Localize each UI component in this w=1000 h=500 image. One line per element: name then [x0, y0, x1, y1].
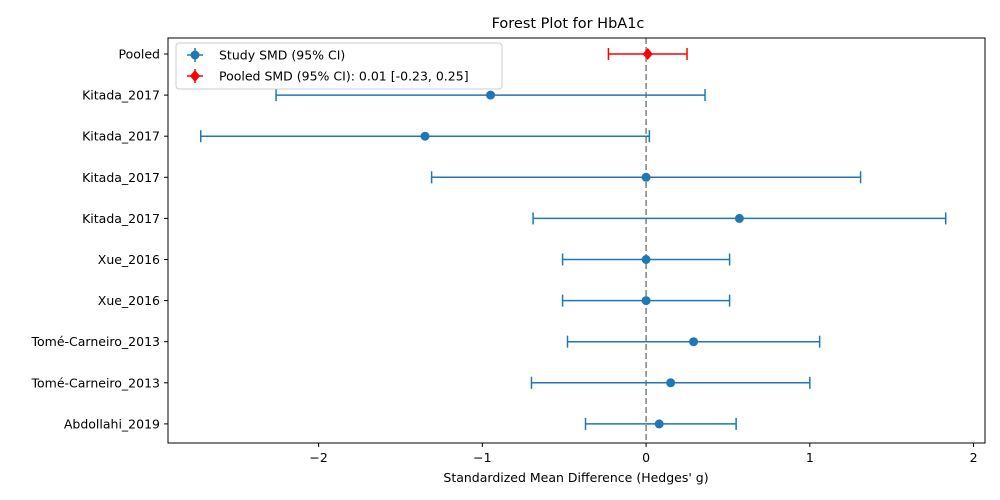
study-estimate-point	[654, 419, 664, 429]
x-tick-label: −1	[473, 450, 491, 465]
y-tick-label: Pooled	[119, 47, 161, 62]
x-tick-label: −2	[309, 450, 327, 465]
y-tick-label: Tomé-Carneiro_2013	[30, 334, 160, 349]
x-axis-label: Standardized Mean Difference (Hedges' g)	[443, 470, 708, 485]
legend-diamond-marker	[190, 70, 200, 82]
x-tick-label: 0	[642, 450, 650, 465]
y-tick-label: Tomé-Carneiro_2013	[30, 375, 160, 390]
chart-title: Forest Plot for HbA1c	[492, 16, 645, 32]
study-estimate-point	[641, 296, 651, 306]
study-estimate-point	[666, 378, 676, 388]
pooled-estimate-point	[642, 48, 653, 60]
x-tick-label: 1	[806, 450, 814, 465]
y-tick-label: Kitada_2017	[82, 88, 160, 103]
study-estimate-point	[689, 337, 699, 347]
plot-area: Pooled Kitada_2017 Kitada_2017 Kitada_2017 K…	[30, 37, 986, 465]
y-tick-label: Xue_2016	[98, 252, 160, 267]
axes-frame	[167, 37, 986, 444]
y-tick-label: Kitada_2017	[82, 129, 160, 144]
legend-circle-marker	[190, 50, 200, 60]
study-estimate-point	[486, 90, 496, 100]
legend-label: Study SMD (95% CI)	[219, 48, 345, 63]
y-tick-label: Abdollahi_2019	[64, 416, 160, 431]
study-estimate-point	[734, 213, 744, 223]
y-tick-label: Kitada_2017	[82, 211, 160, 226]
y-tick-label: Kitada_2017	[82, 170, 160, 185]
study-estimate-point	[641, 255, 651, 264]
study-estimate-point	[420, 131, 430, 141]
x-tick-label: 2	[970, 450, 978, 465]
y-tick-label: Xue_2016	[98, 293, 160, 308]
legend-box	[175, 42, 503, 90]
study-estimate-point	[641, 172, 651, 182]
legend-label: Pooled SMD (95% CI): 0.01 [-0.23, 0.25]	[219, 69, 469, 84]
